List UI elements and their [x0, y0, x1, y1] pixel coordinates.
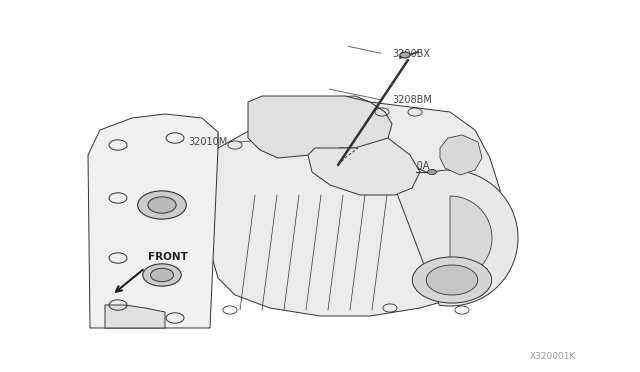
Text: 32010A: 32010A [392, 161, 429, 171]
Circle shape [150, 268, 173, 282]
Circle shape [426, 265, 478, 295]
Polygon shape [208, 96, 502, 316]
Circle shape [412, 257, 492, 303]
Polygon shape [105, 305, 165, 328]
Circle shape [148, 197, 176, 213]
Text: 3200BX: 3200BX [392, 49, 430, 59]
Text: 3208BM: 3208BM [392, 96, 432, 105]
Circle shape [138, 191, 186, 219]
Polygon shape [388, 156, 518, 306]
Polygon shape [88, 114, 218, 328]
Polygon shape [248, 96, 392, 158]
Text: FRONT: FRONT [148, 252, 188, 262]
Text: 32010M: 32010M [189, 137, 228, 147]
Text: X320001K: X320001K [530, 352, 576, 361]
Polygon shape [440, 135, 482, 175]
Circle shape [428, 169, 436, 174]
Circle shape [400, 52, 410, 58]
Polygon shape [308, 138, 420, 195]
Circle shape [143, 264, 181, 286]
Polygon shape [450, 196, 492, 280]
